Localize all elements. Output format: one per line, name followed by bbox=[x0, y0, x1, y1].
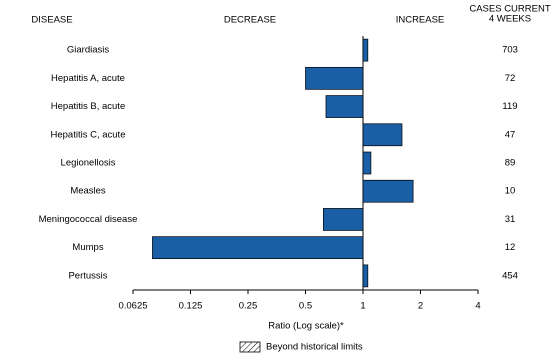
bar bbox=[322, 208, 364, 231]
cases-value: 454 bbox=[502, 270, 518, 281]
cases-value: 703 bbox=[502, 45, 518, 56]
bar bbox=[362, 264, 369, 288]
bar bbox=[362, 123, 403, 147]
category-label: Legionellosis bbox=[61, 158, 116, 169]
bar bbox=[362, 151, 372, 175]
x-tick-label: 0.125 bbox=[179, 301, 203, 312]
cases-value: 72 bbox=[505, 73, 516, 84]
x-tick-label: 1 bbox=[360, 301, 365, 312]
cases-value: 12 bbox=[505, 242, 516, 253]
bar bbox=[325, 95, 364, 118]
category-label: Measles bbox=[70, 186, 106, 197]
header-cases: CASES CURRENT bbox=[469, 4, 550, 15]
bar bbox=[152, 236, 364, 260]
category-label: Hepatitis A, acute bbox=[51, 73, 125, 84]
cases-value: 89 bbox=[505, 158, 516, 169]
category-label: Hepatitis B, acute bbox=[51, 101, 125, 112]
category-label: Giardiasis bbox=[67, 45, 109, 56]
cases-value: 10 bbox=[505, 186, 516, 197]
header-decrease: DECREASE bbox=[224, 15, 276, 26]
x-axis-title: Ratio (Log scale)* bbox=[268, 321, 344, 332]
x-tick-label: 0.5 bbox=[299, 301, 312, 312]
cases-value: 119 bbox=[502, 101, 517, 112]
x-tick-label: 2 bbox=[418, 301, 423, 312]
cases-value: 31 bbox=[505, 214, 516, 225]
category-label: Hepatitis C, acute bbox=[51, 129, 126, 140]
header-disease: DISEASE bbox=[31, 15, 72, 26]
category-label: Meningococcal disease bbox=[39, 214, 138, 225]
header-increase: INCREASE bbox=[396, 15, 445, 26]
legend-label: Beyond historical limits bbox=[266, 342, 363, 353]
x-tick-label: 0.0625 bbox=[118, 301, 147, 312]
cases-value: 47 bbox=[505, 129, 516, 140]
legend-swatch bbox=[239, 341, 261, 353]
category-label: Pertussis bbox=[68, 270, 107, 281]
bar bbox=[305, 66, 364, 90]
x-tick-label: 4 bbox=[475, 301, 480, 312]
x-tick-label: 0.25 bbox=[239, 301, 258, 312]
header-cases: 4 WEEKS bbox=[489, 14, 531, 25]
category-label: Mumps bbox=[72, 242, 103, 253]
bar bbox=[362, 179, 414, 203]
bar bbox=[362, 38, 369, 62]
